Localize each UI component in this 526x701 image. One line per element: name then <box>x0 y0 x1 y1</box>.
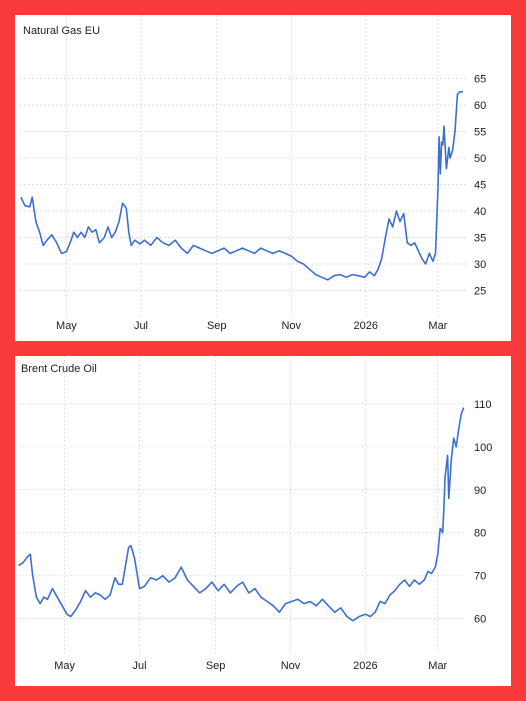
chart-title: Natural Gas EU <box>23 25 100 37</box>
natural-gas-series-line <box>20 91 464 281</box>
brent-crude-chart: Brent Crude Oil 60 70 80 90 100 110 May Jul Sep No… <box>18 356 492 672</box>
y-tick-label: 110 <box>474 399 492 411</box>
chart-title: Brent Crude Oil <box>21 363 97 375</box>
x-tick-label: Mar <box>428 320 447 332</box>
y-tick-label: 65 <box>474 74 486 86</box>
y-tick-label: 90 <box>474 485 486 497</box>
x-tick-label: 2026 <box>354 320 378 332</box>
natural-gas-chart: Natural Gas EU 25 30 35 40 45 50 55 60 65 May Jul Se… <box>20 15 486 332</box>
y-tick-label: 35 <box>474 233 486 245</box>
x-tick-label: May <box>56 320 77 332</box>
x-tick-label: Jul <box>134 320 148 332</box>
x-tick-label: Sep <box>207 320 227 332</box>
x-tick-label: Nov <box>281 320 301 332</box>
y-tick-label: 60 <box>474 614 486 626</box>
x-tick-label: Jul <box>132 660 146 672</box>
x-tick-label: May <box>54 660 75 672</box>
brent-crude-series-line <box>18 407 465 622</box>
y-tick-label: 40 <box>474 206 486 218</box>
y-tick-label: 80 <box>474 528 486 540</box>
y-tick-label: 100 <box>474 442 492 454</box>
y-tick-label: 30 <box>474 259 486 271</box>
y-tick-label: 60 <box>474 100 486 112</box>
x-tick-label: 2026 <box>353 660 377 672</box>
chart-panel-natural-gas: Natural Gas EU 25 30 35 40 45 50 55 60 65 May Jul Se… <box>15 15 511 341</box>
x-tick-label: Nov <box>281 660 301 672</box>
y-tick-label: 55 <box>474 127 486 139</box>
y-tick-label: 25 <box>474 286 486 298</box>
y-tick-label: 50 <box>474 153 486 165</box>
x-tick-label: Sep <box>206 660 226 672</box>
x-tick-label: Mar <box>428 660 447 672</box>
y-tick-label: 45 <box>474 180 486 192</box>
y-tick-label: 70 <box>474 571 486 583</box>
chart-panel-brent-crude: Brent Crude Oil 60 70 80 90 100 110 May Jul Sep No… <box>15 356 511 686</box>
